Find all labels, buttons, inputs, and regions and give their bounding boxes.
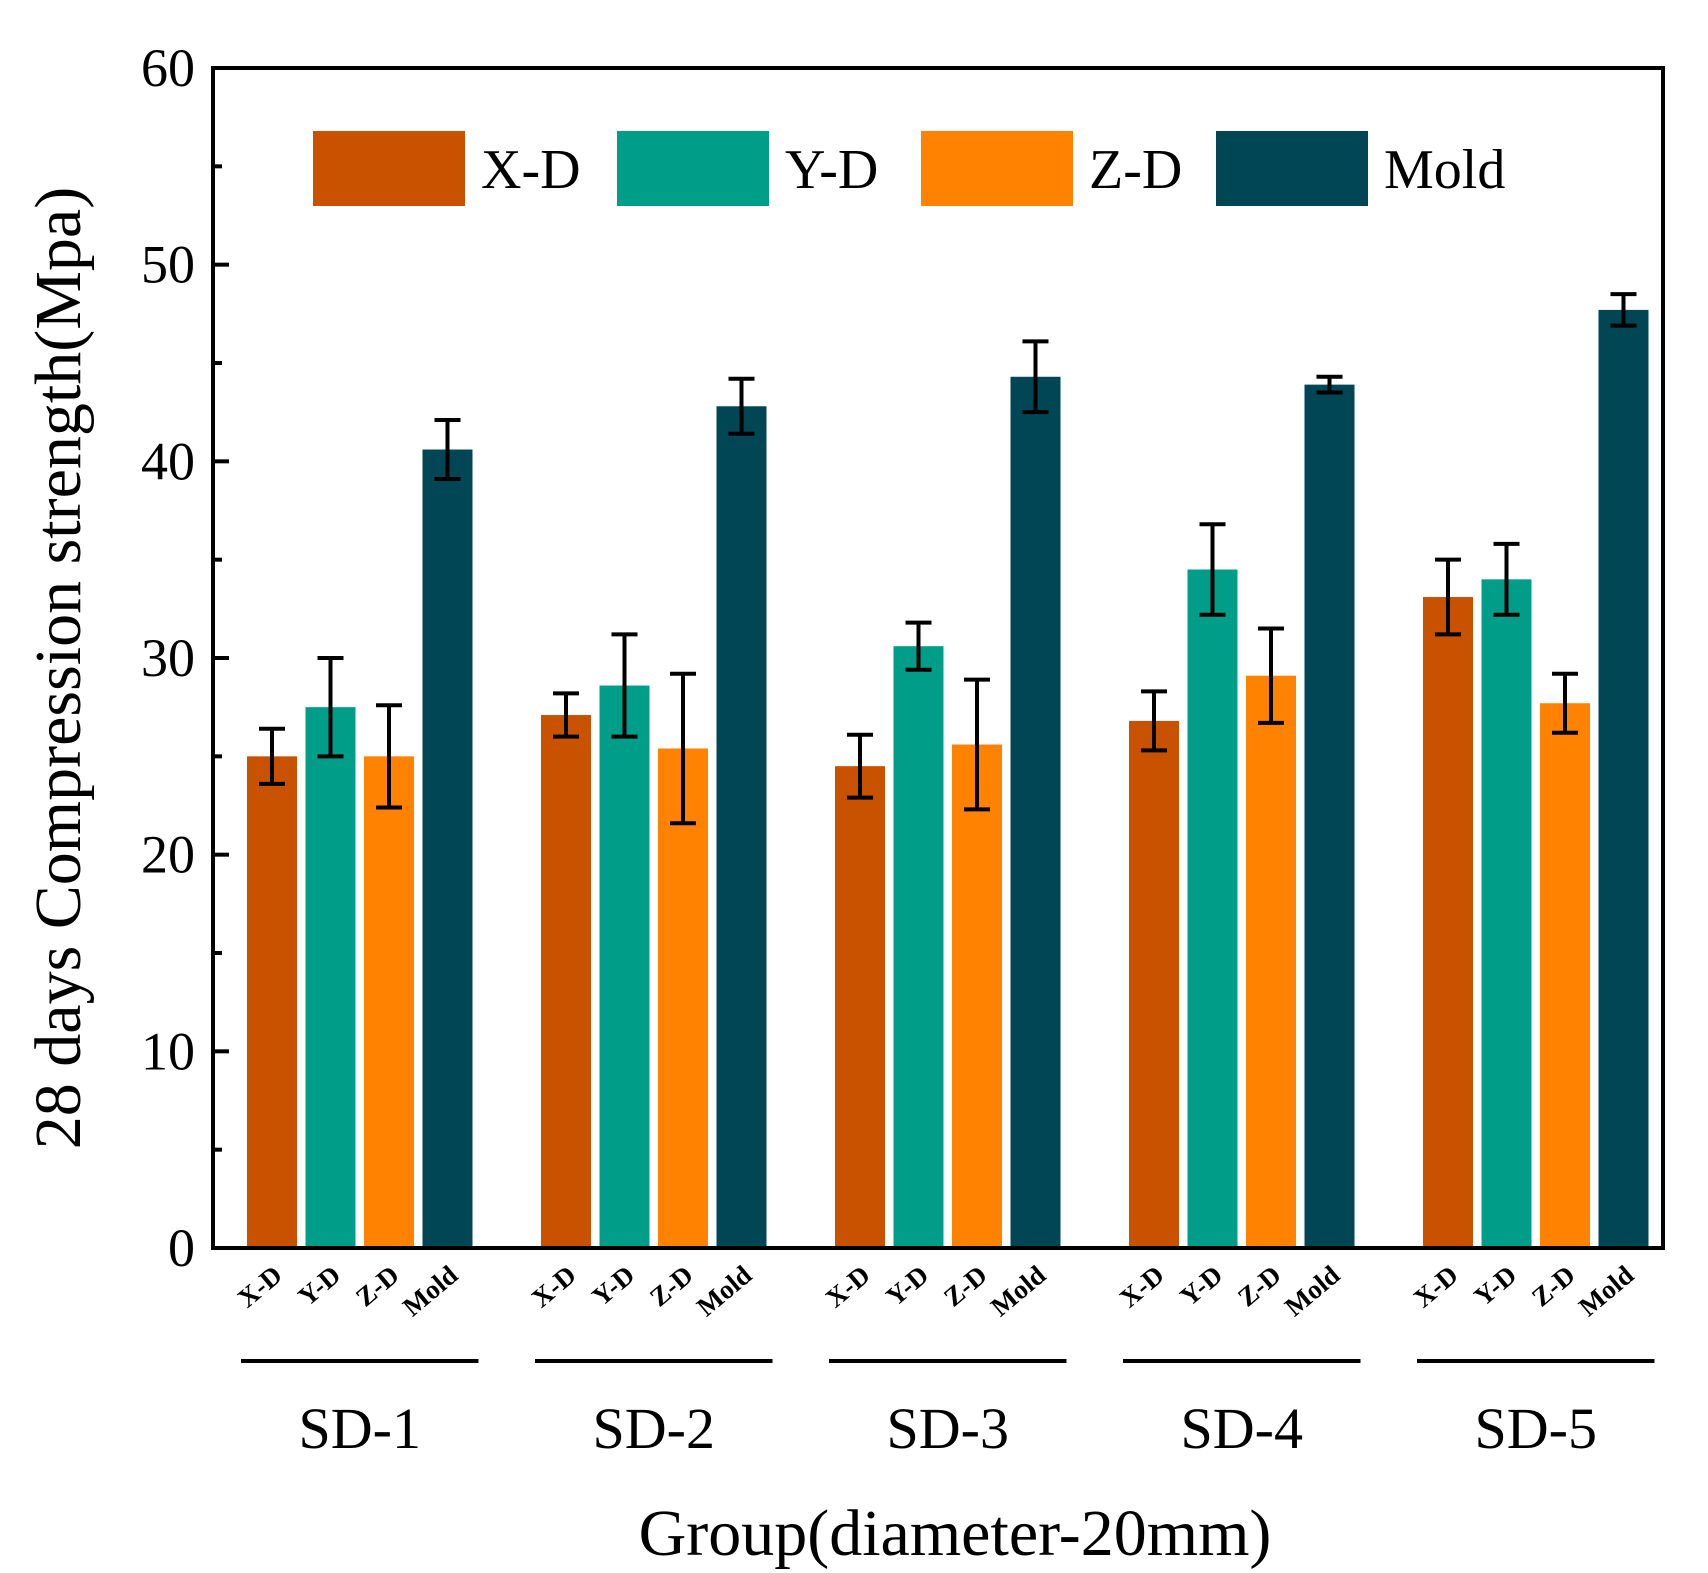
bar-sd-5-x-d — [1423, 597, 1473, 1248]
legend-label-y-d: Y-D — [785, 139, 878, 201]
bar-sd-3-z-d — [952, 744, 1002, 1248]
legend-swatch-y-d — [617, 131, 769, 206]
x-subcategory-label: Z-D — [350, 1260, 405, 1313]
x-subcategory-label: Z-D — [1526, 1260, 1581, 1313]
bar-sd-2-mold — [716, 406, 767, 1248]
bar-sd-2-y-d — [599, 685, 650, 1248]
y-tick-label: 20 — [141, 825, 195, 885]
x-subcategory-label: Mold — [397, 1260, 463, 1323]
y-tick-label: 30 — [141, 628, 195, 688]
legend: X-D Y-D Z-D Mold — [313, 131, 1505, 206]
bars-layer — [247, 309, 1649, 1249]
bar-sd-4-y-d — [1187, 569, 1238, 1248]
x-subcategory-label: X-D — [1408, 1260, 1464, 1314]
y-tick-label: 50 — [141, 235, 195, 295]
y-tick-label: 40 — [141, 431, 195, 491]
x-subcategory-label: X-D — [232, 1260, 288, 1314]
x-subcategory-label: Y-D — [586, 1260, 640, 1312]
error-bars-layer — [259, 292, 1637, 826]
group-label-sd-4: SD-4 — [1181, 1396, 1303, 1461]
x-subcategory-label: Z-D — [644, 1260, 699, 1313]
x-subcategory-label: Z-D — [1232, 1260, 1287, 1313]
x-subcategory-label: X-D — [820, 1260, 876, 1314]
bar-sd-4-z-d — [1246, 675, 1296, 1248]
y-tick-label: 60 — [141, 38, 195, 98]
group-label-sd-3: SD-3 — [887, 1396, 1009, 1461]
legend-swatch-x-d — [313, 131, 465, 206]
x-subcategory-label: Y-D — [1468, 1260, 1522, 1312]
x-subcategory-label: Z-D — [938, 1260, 993, 1313]
x-subcategory-label: Mold — [1573, 1260, 1639, 1323]
x-subcategory-label: Mold — [985, 1260, 1051, 1323]
x-subcategory-label: Y-D — [1174, 1260, 1228, 1312]
bar-sd-4-mold — [1304, 384, 1355, 1249]
bar-sd-5-mold — [1598, 309, 1649, 1248]
bar-sd-1-mold — [422, 449, 473, 1248]
y-axis: 0 10 20 30 40 50 60 — [141, 38, 229, 1278]
bar-sd-2-x-d — [541, 715, 591, 1248]
bar-sd-4-x-d — [1129, 720, 1179, 1248]
bar-sd-5-y-d — [1481, 579, 1532, 1248]
bar-sd-1-z-d — [364, 756, 414, 1248]
bar-sd-1-y-d — [305, 707, 356, 1248]
x-subcategory-label: Mold — [691, 1260, 757, 1323]
legend-swatch-z-d — [921, 131, 1073, 206]
group-label-sd-5: SD-5 — [1475, 1396, 1597, 1461]
bar-sd-1-x-d — [247, 756, 297, 1248]
x-subcategory-label: Mold — [1279, 1260, 1345, 1323]
bar-sd-5-z-d — [1540, 703, 1590, 1248]
bar-sd-3-y-d — [893, 646, 944, 1248]
x-subcategory-label: X-D — [1114, 1260, 1170, 1314]
x-axis-title: Group(diameter-20mm) — [639, 1497, 1272, 1570]
x-subcategory-label: Y-D — [880, 1260, 934, 1312]
legend-label-z-d: Z-D — [1089, 139, 1182, 201]
x-axis-groups: SD-1 SD-2 SD-3 SD-4 SD-5 — [241, 1359, 1655, 1461]
legend-swatch-mold — [1216, 131, 1368, 206]
x-subcategory-label: X-D — [526, 1260, 582, 1314]
x-subcategory-label: Y-D — [292, 1260, 346, 1312]
y-tick-label: 0 — [168, 1218, 195, 1278]
bar-sd-3-x-d — [835, 766, 885, 1248]
group-label-sd-1: SD-1 — [299, 1396, 421, 1461]
legend-label-x-d: X-D — [481, 139, 581, 201]
group-label-sd-2: SD-2 — [593, 1396, 715, 1461]
y-axis-title: 28 days Compression strength(Mpa) — [22, 187, 95, 1149]
bar-sd-2-z-d — [658, 748, 708, 1248]
bar-sd-3-mold — [1010, 376, 1061, 1248]
y-tick-label: 10 — [141, 1021, 195, 1081]
legend-label-mold: Mold — [1384, 139, 1505, 201]
